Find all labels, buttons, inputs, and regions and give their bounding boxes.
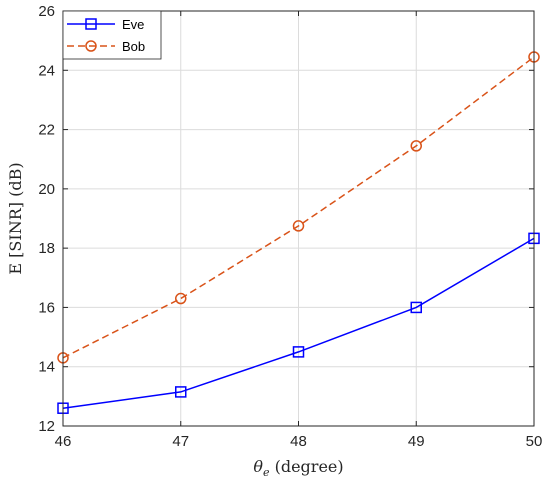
y-tick-label: 22	[38, 122, 55, 139]
y-tick-label: 18	[38, 240, 55, 257]
axis-ticks: 46 47 48 49 50 12 14 16 18 20 22 24 26	[38, 3, 542, 450]
y-tick-label: 12	[38, 418, 55, 435]
y-tick-label: 20	[38, 181, 55, 198]
series-line-bob	[62, 56, 535, 359]
x-tick-label: 46	[55, 433, 72, 450]
x-tick-label: 50	[526, 433, 543, 450]
y-tick-label: 26	[38, 3, 55, 20]
legend-label-eve: Eve	[122, 17, 144, 32]
data-point-eve	[175, 386, 187, 398]
data-point-eve	[292, 346, 305, 358]
legend: Eve Bob	[62, 10, 162, 60]
legend-marker-bob	[85, 40, 97, 52]
data-point-bob	[410, 140, 422, 152]
y-tick-label: 24	[38, 62, 55, 79]
x-axis-label: θe (degree)	[253, 457, 343, 479]
series-line-eve	[62, 237, 535, 409]
x-tick-label: 47	[172, 433, 189, 450]
legend-label-bob: Bob	[122, 39, 145, 54]
grid-lines	[62, 10, 535, 427]
y-axis-label: E [SINR] (dB)	[6, 162, 25, 274]
data-point-bob	[175, 292, 187, 305]
legend-marker-eve	[85, 18, 97, 30]
x-tick-label: 48	[290, 433, 307, 450]
data-point-eve	[410, 301, 422, 314]
y-tick-label: 14	[38, 359, 55, 376]
y-tick-label: 16	[38, 299, 55, 316]
data-point-bob	[292, 220, 305, 232]
legend-box	[62, 10, 162, 60]
x-tick-label: 49	[408, 433, 425, 450]
